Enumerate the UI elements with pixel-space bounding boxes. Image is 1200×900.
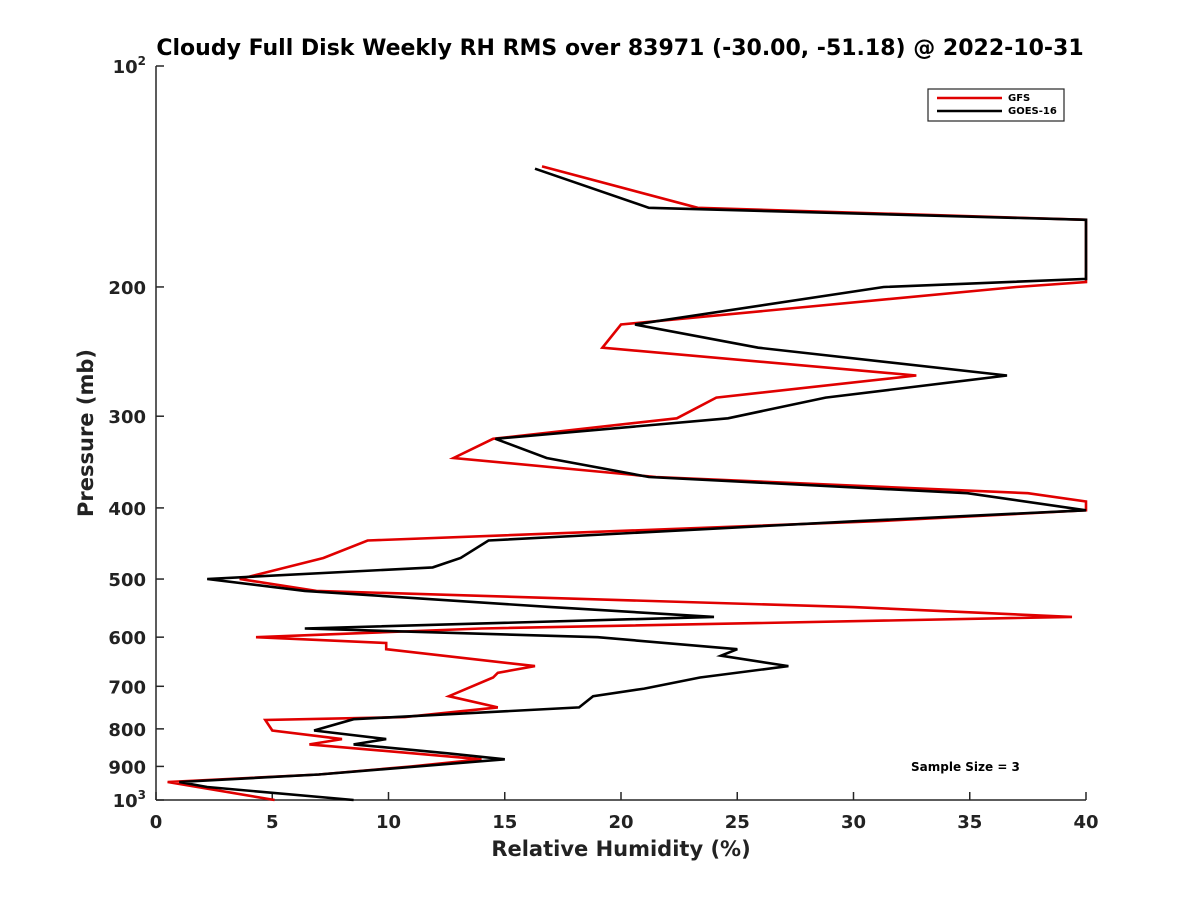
y-tick-label: 800 (108, 720, 146, 741)
plot-area (155, 66, 1086, 801)
y-tick-label: 200 (108, 278, 146, 299)
legend-box (927, 88, 1065, 122)
x-tick-label: 40 (1073, 812, 1098, 833)
legend-label-gfs: GFS (1008, 93, 1030, 104)
y-tick-label: 700 (108, 677, 146, 698)
y-tick-label: 400 (108, 499, 146, 520)
y-tick-label: 600 (108, 628, 146, 649)
x-tick-label: 5 (266, 812, 279, 833)
y-tick-label: 500 (108, 570, 146, 591)
x-tick-label: 25 (725, 812, 750, 833)
x-tick-label: 20 (608, 812, 633, 833)
y-tick-label: 900 (108, 757, 146, 778)
sample-size-annotation: Sample Size = 3 (911, 760, 1020, 774)
series-line-gfs (167, 165, 1088, 802)
series-line-goes16 (179, 167, 1088, 802)
x-tick-label: 35 (957, 812, 982, 833)
y-axis-label: Pressure (mb) (74, 349, 98, 517)
x-tick-label: 0 (150, 812, 163, 833)
y-tick-label: 102 (113, 54, 146, 78)
y-tick-label: 103 (113, 788, 146, 812)
x-tick-label: 15 (492, 812, 517, 833)
legend: GFS GOES-16 (927, 88, 1065, 122)
series-layer (167, 165, 1088, 802)
x-axis-label: Relative Humidity (%) (491, 837, 750, 861)
x-tick-label: 10 (376, 812, 401, 833)
x-axis-ticks: 0 5 10 15 20 25 30 35 40 (150, 792, 1099, 833)
chart-title: Cloudy Full Disk Weekly RH RMS over 8397… (156, 36, 1083, 61)
y-tick-label: 300 (108, 407, 146, 428)
y-axis-ticks: 102 200 300 400 500 600 700 800 900 103 (108, 54, 164, 812)
x-tick-label: 30 (841, 812, 866, 833)
legend-label-goes16: GOES-16 (1008, 106, 1057, 117)
